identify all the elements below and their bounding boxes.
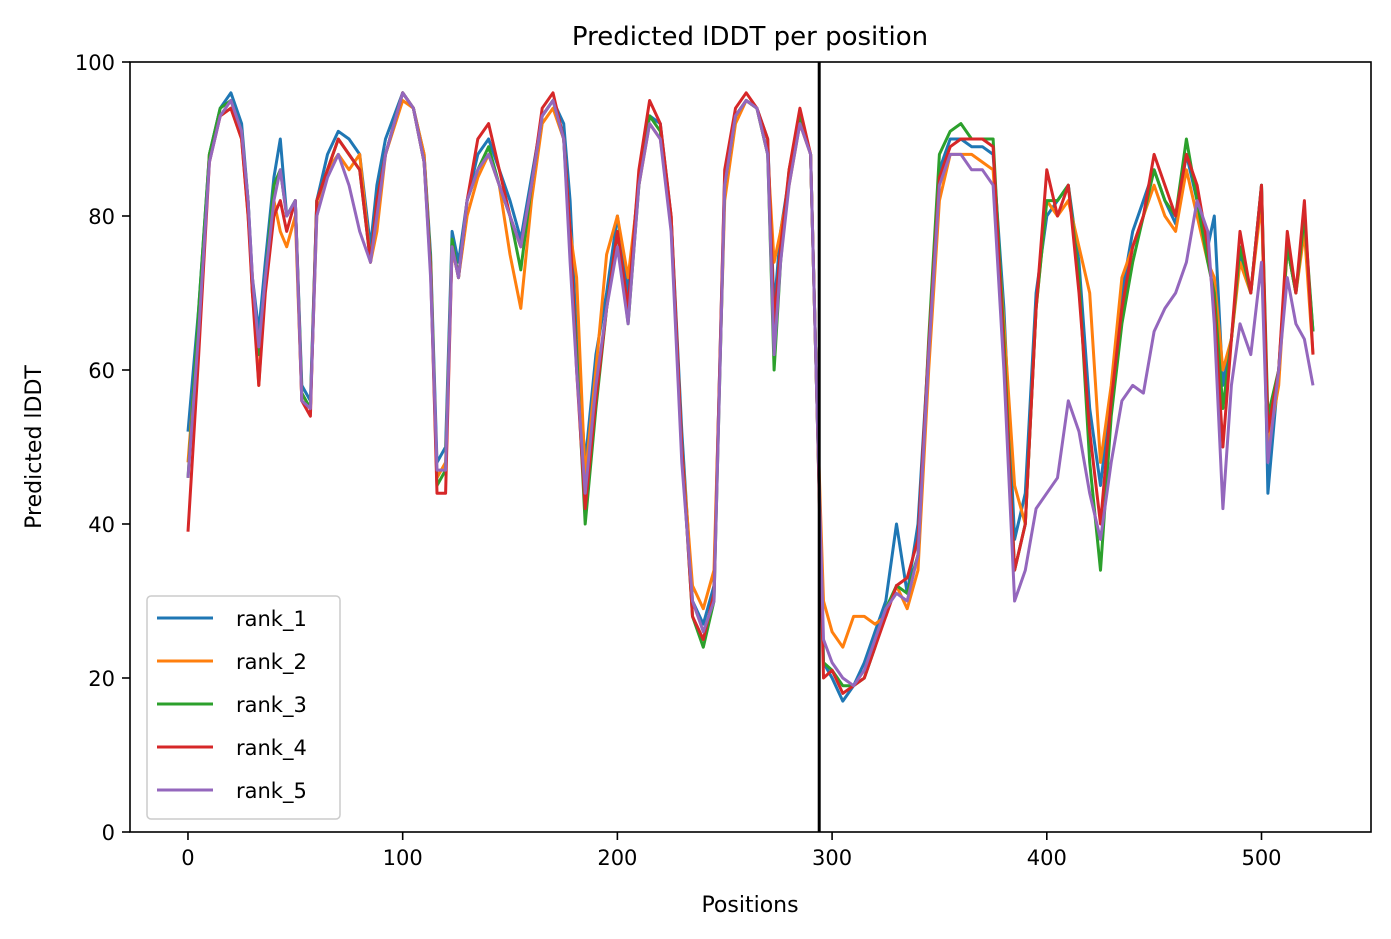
plot-frame: [129, 61, 1372, 833]
x-tick-label: 200: [597, 846, 637, 870]
y-tick-label: 20: [88, 667, 115, 691]
legend-label-rank_4: rank_4: [236, 736, 307, 761]
y-axis: 0 20 40 60 80 100: [75, 51, 130, 845]
x-axis: 0 100 200 300 400 500: [181, 832, 1282, 870]
x-tick-label: 400: [1027, 846, 1067, 870]
legend-label-rank_1: rank_1: [236, 607, 307, 632]
legend-label-rank_5: rank_5: [236, 779, 307, 804]
y-tick-label: 100: [75, 51, 115, 75]
x-tick-label: 300: [812, 846, 852, 870]
y-tick-label: 80: [88, 205, 115, 229]
y-tick-label: 40: [88, 513, 115, 537]
legend-label-rank_3: rank_3: [236, 693, 307, 718]
legend-box: [146, 595, 341, 820]
x-axis-label: Positions: [701, 893, 798, 918]
series-layer: [186, 91, 1315, 703]
legend-label-rank_2: rank_2: [236, 650, 307, 675]
x-tick-label: 500: [1241, 846, 1281, 870]
x-tick-label: 100: [383, 846, 423, 870]
series-line-rank_5: [186, 91, 1315, 688]
y-axis-label: Predicted lDDT: [22, 365, 47, 529]
x-tick-label: 0: [181, 846, 194, 870]
series-line-rank_4: [186, 91, 1315, 695]
y-tick-label: 0: [102, 821, 115, 845]
legend: rank_1 rank_2 rank_3 rank_4 rank_5: [146, 595, 341, 820]
chart-title: Predicted lDDT per position: [572, 22, 928, 52]
y-tick-label: 60: [88, 359, 115, 383]
